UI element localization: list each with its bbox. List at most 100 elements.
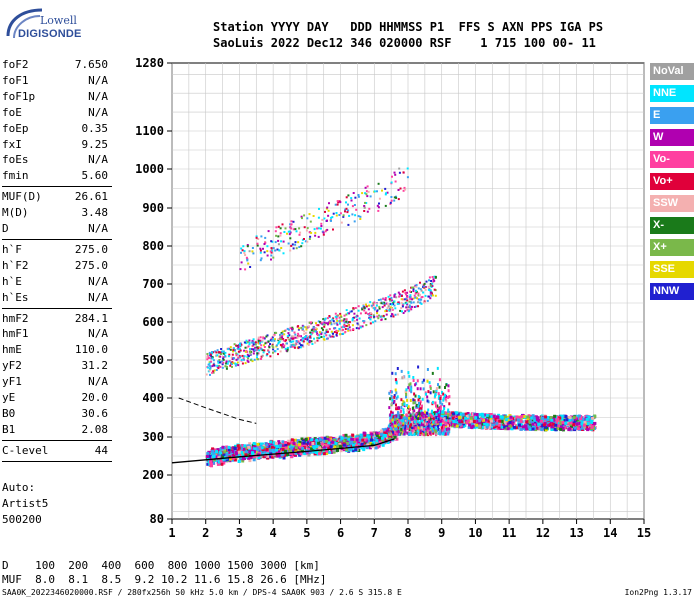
echo-point <box>240 448 244 452</box>
echo-point <box>251 443 255 447</box>
echo-point <box>301 242 304 245</box>
echo-point <box>364 192 367 195</box>
echo-point <box>275 445 279 448</box>
echo-point <box>207 458 211 462</box>
echo-point <box>406 303 409 306</box>
echo-point <box>351 205 354 208</box>
echo-point <box>553 427 557 431</box>
echo-point <box>325 334 328 337</box>
echo-point <box>460 420 464 424</box>
echo-point <box>252 458 256 462</box>
echo-point <box>348 312 351 315</box>
echo-point <box>346 436 350 439</box>
echo-point <box>412 288 415 291</box>
echo-point <box>485 423 489 427</box>
echo-point <box>450 424 454 428</box>
echo-point <box>388 391 391 395</box>
echo-point <box>536 416 540 420</box>
echo-point <box>569 421 573 425</box>
echo-point <box>274 441 278 445</box>
echo-point <box>576 418 580 422</box>
echo-point <box>376 204 379 207</box>
echo-point <box>259 358 262 360</box>
echo-point <box>501 422 505 426</box>
echo-point <box>250 455 254 459</box>
echo-point <box>272 351 274 354</box>
echo-point <box>235 344 238 347</box>
echo-point <box>251 451 254 455</box>
echo-point <box>441 402 444 406</box>
echo-point <box>377 317 380 320</box>
echo-point <box>518 416 522 420</box>
param-row: fxI 9.25 <box>2 138 110 154</box>
echo-point <box>375 304 378 307</box>
echo-point <box>549 416 553 420</box>
echo-point <box>421 422 424 426</box>
echo-point <box>350 199 353 202</box>
echo-point <box>542 423 546 427</box>
echo-point <box>510 427 514 431</box>
echo-point <box>295 247 298 250</box>
echo-point <box>390 303 393 306</box>
echo-point <box>342 325 345 328</box>
echo-point <box>323 323 326 326</box>
echo-point <box>287 230 290 233</box>
echo-point <box>555 420 559 424</box>
echo-point <box>460 416 464 420</box>
echo-point <box>256 356 258 359</box>
echo-point <box>257 352 260 355</box>
logo-lowell-text: Lowell <box>40 14 77 27</box>
echo-point <box>404 310 407 313</box>
echo-point <box>395 391 398 395</box>
echo-point <box>255 349 258 352</box>
echo-point <box>339 449 343 453</box>
echo-point <box>239 268 242 271</box>
echo-point <box>487 426 491 430</box>
echo-point <box>347 437 351 441</box>
echo-point <box>492 423 496 427</box>
echo-point <box>224 351 227 354</box>
echo-point <box>427 295 430 298</box>
echo-point <box>405 306 408 309</box>
echo-point <box>328 438 332 442</box>
echo-point <box>580 422 584 426</box>
param-value: N/A <box>88 290 108 304</box>
echo-point <box>404 298 407 301</box>
echo-point <box>334 441 338 445</box>
echo-point <box>311 343 314 345</box>
echo-point <box>247 355 250 358</box>
echo-point <box>362 448 366 452</box>
echo-point <box>266 245 269 248</box>
param-label: foEp <box>2 121 29 135</box>
echo-point <box>429 291 432 294</box>
echo-point <box>283 333 286 336</box>
echo-point <box>266 250 269 253</box>
param-value: 275.0 <box>74 258 108 272</box>
echo-point <box>411 298 414 301</box>
echo-point <box>577 423 581 427</box>
echo-point <box>288 338 291 341</box>
echo-point <box>438 423 441 427</box>
x-tick-label: 10 <box>468 526 482 540</box>
echo-point <box>420 298 423 301</box>
echo-point <box>402 312 405 314</box>
echo-point <box>410 432 413 436</box>
echo-point <box>427 427 430 431</box>
echo-point <box>269 343 271 345</box>
echo-point <box>320 333 323 336</box>
echo-point <box>492 418 496 422</box>
echo-point <box>211 458 215 462</box>
echo-point <box>373 307 376 310</box>
echo-point <box>306 441 310 445</box>
echo-point <box>211 455 215 459</box>
echo-point <box>339 319 342 322</box>
echo-point <box>356 322 359 325</box>
echo-point <box>375 439 379 443</box>
y-tick-label: 500 <box>142 353 164 367</box>
echo-point <box>274 338 276 341</box>
echo-point <box>428 381 431 385</box>
echo-point <box>323 217 326 220</box>
param-value: N/A <box>88 327 108 341</box>
echo-point <box>304 336 307 339</box>
echo-point <box>404 188 407 191</box>
